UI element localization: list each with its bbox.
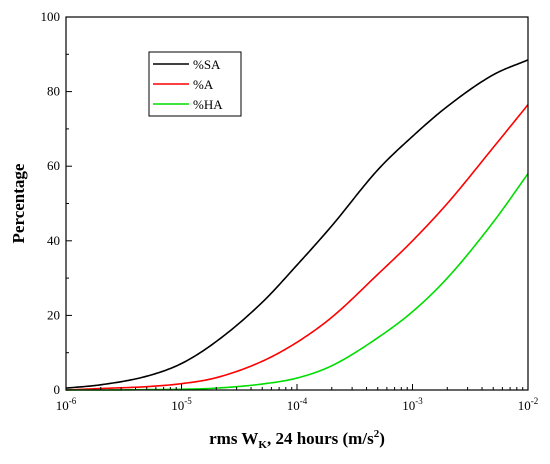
plot-frame — [65, 16, 529, 391]
x-axis-title-rest: , 24 hours (m/s — [267, 429, 374, 448]
legend: %SA %A %HA — [148, 51, 242, 117]
series-layer — [65, 59, 529, 391]
legend-items: %SA %A %HA — [153, 57, 223, 112]
legend-label: %SA — [193, 57, 221, 72]
y-tick-label: 100 — [41, 9, 61, 24]
x-axis-title-sub: K — [258, 439, 267, 451]
x-axis-title-sup: 2 — [374, 428, 380, 440]
x-tick-label: 10-3 — [402, 396, 423, 413]
y-tick-label: 0 — [54, 382, 61, 397]
series-line-0 — [65, 59, 529, 389]
y-tick-label: 40 — [47, 233, 60, 248]
series-line-2 — [66, 173, 529, 391]
x-axis-title-end: ) — [379, 429, 385, 448]
x-axis-title-main: rms W — [209, 429, 258, 448]
y-tick-label: 80 — [47, 84, 60, 99]
x-tick-label: 10-5 — [171, 396, 192, 413]
x-tick-label: 10-2 — [518, 396, 539, 413]
y-axis-title: Percentage — [9, 163, 28, 243]
x-axis-title: rms WK, 24 hours (m/s2) — [209, 428, 385, 451]
ticks-layer: 10-6 10-5 10-4 10-3 10-2 0 20 40 60 80 100 — [41, 9, 539, 413]
legend-label: %A — [193, 77, 214, 92]
x-tick-label: 10-6 — [56, 396, 77, 413]
x-tick-label: 10-4 — [287, 396, 308, 413]
y-tick-label: 20 — [47, 307, 60, 322]
y-tick-label: 60 — [47, 158, 60, 173]
legend-label: %HA — [193, 97, 223, 112]
series-line-1 — [65, 104, 529, 391]
